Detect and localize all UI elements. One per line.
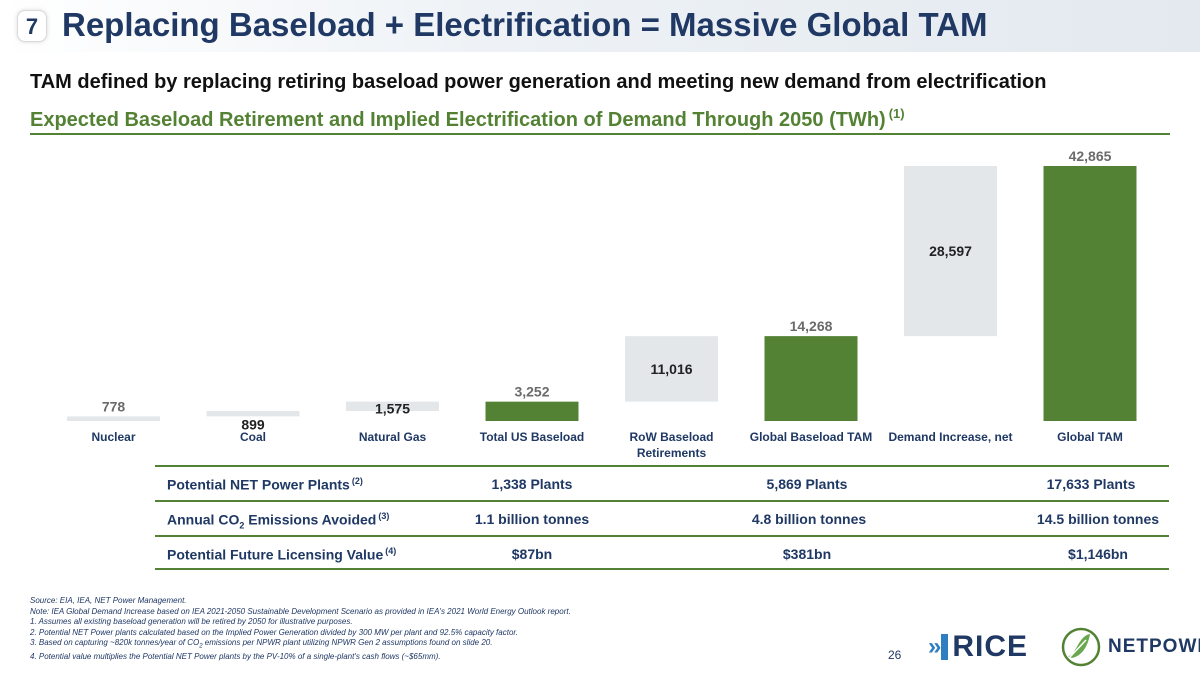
page-number: 26 [888,648,902,662]
metric-label-text-after: Emissions Avoided [244,511,377,528]
metric-value-us: $87bn [511,546,553,562]
metric-value-global-tam: 14.5 billion tonnes [1036,511,1160,527]
footnote-item: 4. Potential value multiplies the Potent… [30,652,441,662]
metric-value-us: 1.1 billion tonnes [474,511,590,527]
bar-total-us-baseload [485,401,579,421]
footnote-item: 2. Potential NET Power plants calculated… [30,627,518,637]
category-tick-label: Global Baseload TAM [750,430,872,444]
metric-row-emissions: Annual CO2 Emissions Avoided (3) 1.1 bill… [155,500,1169,535]
metric-label-text: Potential Future Licensing Value [167,546,384,563]
bar-demand-increase-net [904,166,997,337]
data-label: 1,575 [375,401,410,417]
category-tick-label: Natural Gas [359,430,427,444]
category-tick-label: Nuclear [91,430,135,444]
heading-divider [30,133,1170,135]
data-label: 778 [102,398,126,414]
data-label: 3,252 [514,384,549,400]
metric-value-global-baseload: $381bn [782,546,832,562]
netpower-logo: NETPOWER [1060,626,1200,668]
netpower-leaf-icon [1061,627,1101,667]
footnote-item-subscript: 2 [199,643,203,650]
page-title: Replacing Baseload + Electrification = M… [62,6,988,43]
bar-nuclear [67,416,160,421]
chart-heading: Expected Baseload Retirement and Implied… [30,106,905,132]
category-tick-label: RoW Baseload [629,430,713,444]
data-label: 14,268 [790,318,833,334]
footnote-item: 1. Assumes all existing baseload generat… [30,617,353,626]
slide-number-badge: 7 [17,10,47,42]
metrics-table: Potential NET Power Plants (2) 1,338 Plan… [155,465,1169,570]
footnote-note: Note: IEA Global Demand Increase based o… [30,606,571,616]
footnote-item: 3. Based on capturing ~820k tonnes/year … [30,638,571,652]
rice-chevrons-icon: » [928,633,942,660]
rice-logo-text: RICE [952,630,1029,663]
footnotes: Source: EIA, IEA, NET Power Management. … [30,596,571,663]
metric-label-subscript: 2 [239,520,245,531]
bar-coal [206,411,300,417]
metric-label: Annual CO2 Emissions Avoided (3) [167,511,389,530]
bar-row-baseload-retirements [625,336,718,402]
netpower-logo-text: NETPOWER [1108,636,1200,657]
data-label: 28,597 [929,243,972,259]
metric-row-licensing: Potential Future Licensing Value (4) $87b… [155,535,1169,570]
metric-footnote-ref: (2) [351,476,363,486]
category-tick-label: Global TAM [1057,430,1123,444]
metric-value-us: 1,338 Plants [491,476,573,492]
metric-value-global-baseload: 4.8 billion tonnes [751,511,867,527]
category-tick-label: Total US Baseload [480,430,584,444]
rice-bar-icon [941,634,949,660]
bar-global-baseload-tam [764,336,858,421]
category-tick-label: Coal [240,430,266,444]
page-subtitle: TAM defined by replacing retiring baselo… [30,71,1047,93]
data-label: 42,865 [1069,148,1112,164]
data-label: 899 [241,416,265,432]
footnote-item-text-after: emissions per NPWR plant utilizing NPWR … [202,638,493,647]
chart-heading-footnote-ref: (1) [888,106,905,121]
metric-row-plants: Potential NET Power Plants (2) 1,338 Plan… [155,465,1169,500]
metric-footnote-ref: (3) [378,511,390,521]
bar-global-tam [1043,166,1137,421]
metric-value-global-baseload: 5,869 Plants [766,476,848,492]
bar-natural-gas [346,401,439,412]
metric-label-text: Annual CO [167,511,240,528]
category-tick-label: Retirements [637,446,707,460]
chart-heading-text: Expected Baseload Retirement and Implied… [30,109,886,131]
rice-logo: » RICE [928,630,1028,664]
header-band [0,0,1200,52]
footnote-source: Source: EIA, IEA, NET Power Management. [30,596,187,605]
footnote-item-text: 3. Based on capturing ~820k tonnes/year … [30,638,200,647]
metric-footnote-ref: (4) [385,546,397,556]
metric-label: Potential NET Power Plants (2) [167,476,363,493]
metric-label: Potential Future Licensing Value (4) [167,546,396,563]
data-label: 11,016 [650,361,692,377]
metric-value-global-tam: $1,146bn [1068,546,1128,562]
category-tick-label: Demand Increase, net [888,430,1012,444]
metric-value-global-tam: 17,633 Plants [1046,476,1136,492]
metric-label-text: Potential NET Power Plants [167,476,350,493]
